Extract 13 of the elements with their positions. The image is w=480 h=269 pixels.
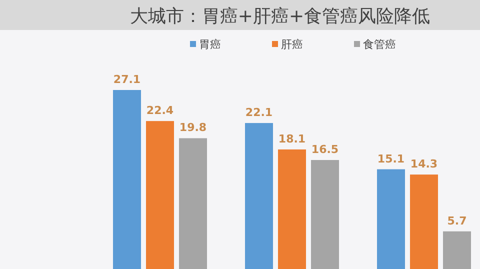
legend-label: 肝癌	[281, 38, 303, 51]
legend-label: 食管癌	[363, 38, 396, 51]
data-label: 15.1	[377, 152, 405, 166]
data-label: 18.1	[278, 132, 306, 146]
data-label: 27.1	[113, 73, 141, 86]
title: 大城市：胃癌+肝癌+食管癌风险降低	[130, 6, 430, 27]
legend-label: 胃癌	[199, 38, 221, 51]
data-label: 5.7	[447, 214, 467, 228]
data-label: 22.1	[245, 106, 273, 120]
data-label: 14.3	[410, 158, 438, 171]
data-label: 16.5	[311, 143, 339, 156]
data-label: 22.4	[146, 104, 174, 118]
data-label: 19.8	[179, 121, 207, 134]
